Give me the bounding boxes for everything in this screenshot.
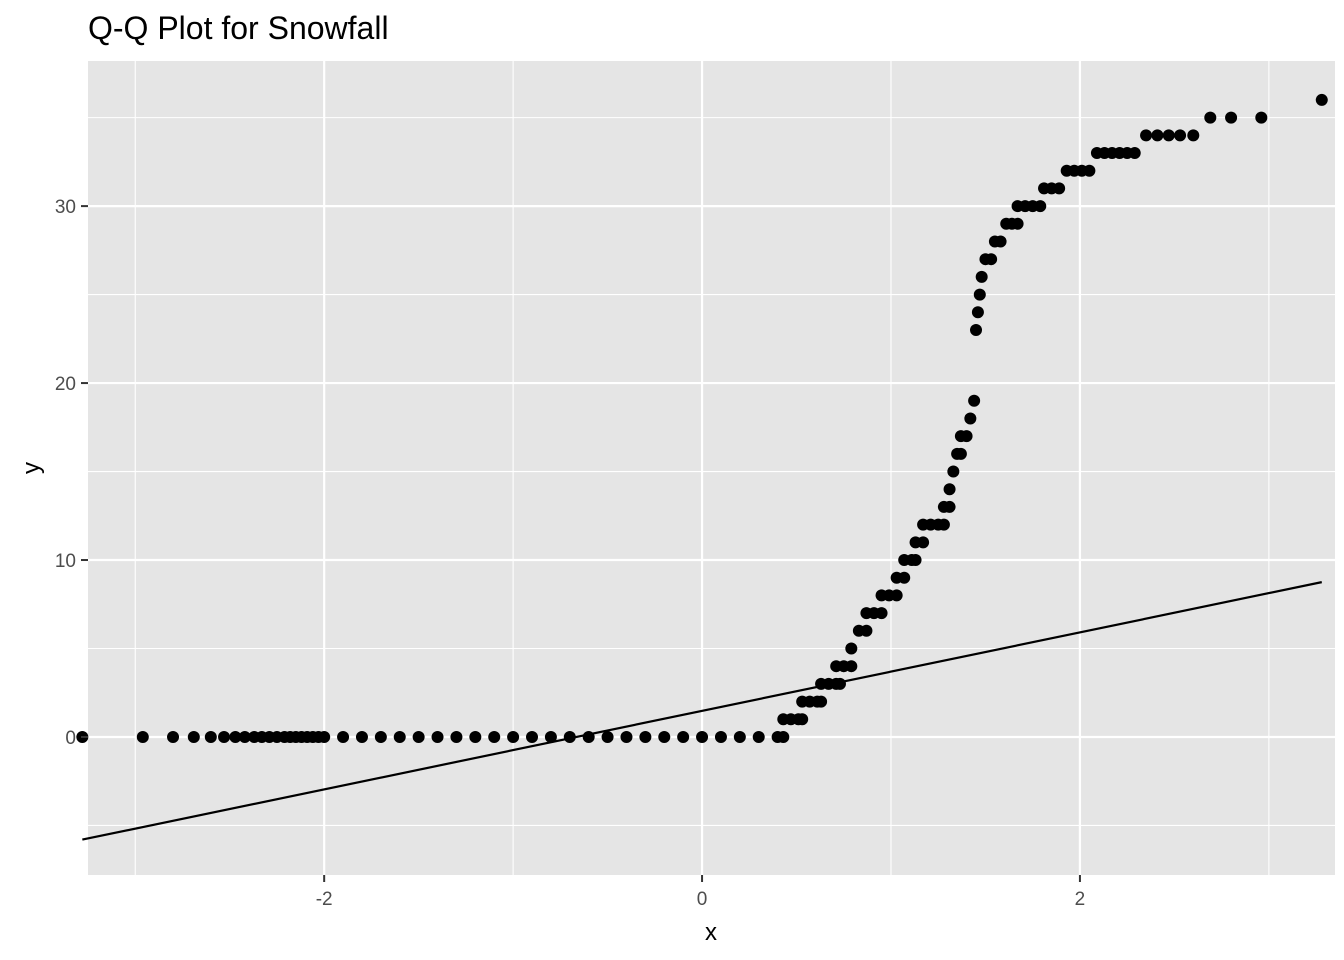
data-point — [860, 624, 873, 637]
data-point — [136, 730, 149, 743]
x-axis-ticks: -2 0 2 — [316, 875, 1085, 910]
data-point — [1204, 111, 1217, 124]
data-point — [1151, 129, 1164, 142]
data-point — [937, 518, 950, 531]
chart-title: Q-Q Plot for Snowfall — [88, 10, 389, 46]
minor-y-grid — [88, 117, 1335, 827]
data-point — [947, 465, 960, 478]
data-point — [1128, 147, 1141, 160]
data-point — [1053, 182, 1066, 195]
data-point — [1140, 129, 1153, 142]
plot-panel — [88, 61, 1335, 875]
data-point — [890, 589, 903, 602]
data-points — [76, 93, 1328, 743]
data-point — [1225, 111, 1238, 124]
data-point — [218, 730, 231, 743]
data-point — [985, 253, 998, 266]
x-tick-label: 2 — [1075, 889, 1086, 910]
data-point — [1083, 164, 1096, 177]
data-point — [1011, 217, 1024, 230]
data-point — [994, 235, 1007, 248]
data-point — [971, 306, 984, 319]
y-tick-label: 10 — [55, 551, 76, 572]
data-point — [238, 730, 251, 743]
data-point — [1315, 93, 1328, 106]
data-point — [469, 730, 482, 743]
data-point — [973, 288, 986, 301]
data-point — [954, 447, 967, 460]
data-point — [1255, 111, 1268, 124]
data-point — [1034, 200, 1047, 213]
data-point — [845, 660, 858, 673]
data-point — [488, 730, 501, 743]
data-point — [337, 730, 350, 743]
data-point — [412, 730, 425, 743]
data-point — [563, 730, 576, 743]
data-point — [943, 500, 956, 513]
data-point — [909, 554, 922, 567]
data-point — [620, 730, 633, 743]
data-point — [167, 730, 180, 743]
data-point — [752, 730, 765, 743]
data-point — [968, 394, 981, 407]
data-point — [1174, 129, 1187, 142]
data-point — [970, 323, 983, 336]
data-point — [507, 730, 520, 743]
data-point — [796, 713, 809, 726]
data-point — [318, 730, 331, 743]
reference-line — [82, 581, 1322, 841]
data-point — [714, 730, 727, 743]
x-tick-label: -2 — [316, 889, 333, 910]
data-point — [943, 483, 956, 496]
x-axis-title: x — [705, 919, 717, 946]
data-point — [975, 270, 988, 283]
data-point — [917, 536, 930, 549]
data-point — [960, 430, 973, 443]
data-point — [526, 730, 539, 743]
data-point — [601, 730, 614, 743]
y-tick-label: 30 — [55, 197, 76, 218]
data-point — [450, 730, 463, 743]
y-axis-ticks: 0 10 20 30 — [55, 197, 88, 749]
data-point — [677, 730, 690, 743]
y-tick-label: 0 — [65, 728, 76, 749]
data-point — [733, 730, 746, 743]
data-point — [544, 730, 557, 743]
data-point — [658, 730, 671, 743]
x-tick-label: 0 — [697, 889, 708, 910]
data-point — [582, 730, 595, 743]
data-point — [815, 695, 828, 708]
data-point — [204, 730, 217, 743]
data-point — [1162, 129, 1175, 142]
data-point — [964, 412, 977, 425]
data-point — [696, 730, 709, 743]
data-point — [393, 730, 406, 743]
data-point — [374, 730, 387, 743]
data-point — [777, 730, 790, 743]
y-axis-title: y — [18, 462, 45, 474]
data-point — [833, 677, 846, 690]
data-point — [355, 730, 368, 743]
y-tick-label: 20 — [55, 374, 76, 395]
data-point — [1187, 129, 1200, 142]
data-point — [845, 642, 858, 655]
data-point — [229, 730, 242, 743]
data-point — [431, 730, 444, 743]
data-point — [639, 730, 652, 743]
data-point — [898, 571, 911, 584]
data-point — [875, 607, 888, 620]
data-point — [187, 730, 200, 743]
